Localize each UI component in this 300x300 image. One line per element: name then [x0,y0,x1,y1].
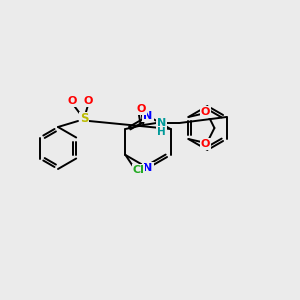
Text: S: S [80,112,88,125]
Text: N: N [157,118,166,128]
Text: H: H [157,127,166,137]
Text: N: N [143,111,153,121]
Text: O: O [201,107,210,117]
Text: O: O [67,96,77,106]
Text: O: O [201,139,210,149]
Text: O: O [137,104,146,114]
Text: O: O [83,96,93,106]
Text: N: N [143,163,153,173]
Text: Cl: Cl [133,165,144,175]
